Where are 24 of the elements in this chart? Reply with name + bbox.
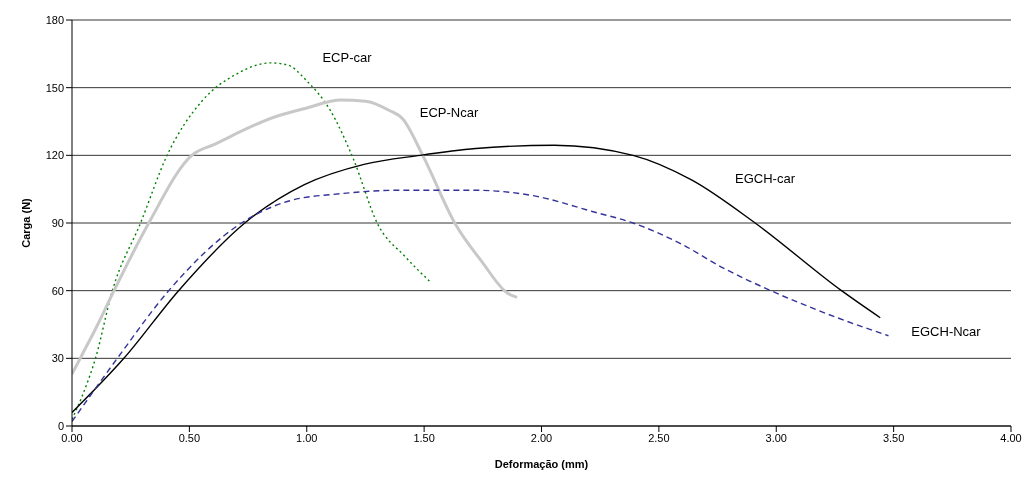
x-axis-title: Deformação (mm) (494, 458, 589, 470)
x-tick-label: 4.00 (1000, 431, 1022, 444)
annotation: EGCH-car (735, 170, 795, 186)
y-tick-label: 60 (51, 284, 64, 297)
x-tick-label: 2.50 (648, 431, 670, 444)
y-tick-label: 90 (51, 216, 64, 229)
x-tick-label: 2.00 (530, 431, 553, 444)
x-tick-label: 0.50 (178, 431, 201, 444)
x-tick-label: 1.00 (296, 431, 318, 444)
y-tick-label: 180 (45, 13, 64, 26)
annotation: ECP-car (322, 49, 372, 65)
y-tick-label: 30 (51, 352, 64, 365)
x-tick-label: 0.00 (61, 431, 83, 444)
x-tick-label: 3.50 (882, 431, 905, 444)
line-series (72, 189, 890, 423)
annotation: EGCH-Ncar (911, 323, 981, 339)
y-tick-label: 150 (45, 81, 64, 94)
y-tick-label: 0 (57, 419, 64, 432)
y-tick-label: 120 (45, 149, 64, 162)
y-axis-title: Carga (N) (19, 197, 32, 248)
annotation: ECP-Ncar (419, 104, 479, 120)
line-series (72, 98, 519, 376)
x-tick-label: 3.00 (765, 431, 787, 444)
x-tick-label: 1.50 (413, 431, 435, 444)
